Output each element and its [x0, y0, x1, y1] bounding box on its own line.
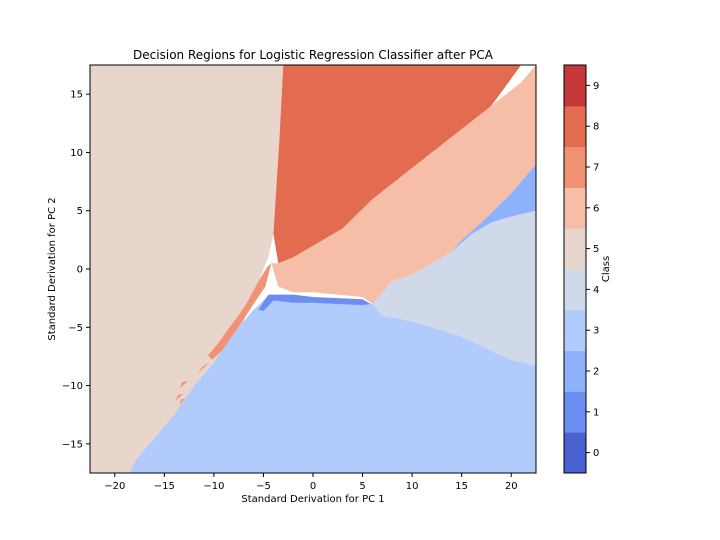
colorbar-tick-label: 3 — [593, 326, 599, 337]
region-class-6 — [271, 65, 536, 304]
colorbar-swatch-7 — [564, 146, 586, 188]
colorbar-ticks: 0 1 2 3 4 5 6 7 8 9 — [586, 81, 599, 459]
colorbar-tick-label: 0 — [593, 448, 599, 459]
region-class-1 — [258, 294, 371, 311]
y-tick-label: 10 — [70, 148, 83, 159]
region-class-4 — [372, 210, 536, 366]
y-axis-label: Standard Derivation for PC 2 — [47, 197, 58, 340]
colorbar-frame — [563, 64, 587, 474]
colorbar-swatch-6 — [564, 187, 586, 229]
x-tick-label: 15 — [455, 481, 468, 492]
x-tick-label: 5 — [359, 481, 365, 492]
colorbar-swatch-0 — [564, 432, 586, 474]
colorbar — [564, 65, 586, 474]
y-tick-label: 5 — [77, 206, 83, 217]
colorbar-tick-label: 6 — [593, 203, 599, 214]
decision-regions — [90, 65, 536, 473]
x-tick-label: −15 — [154, 481, 175, 492]
y-tick-label: 0 — [77, 265, 83, 276]
x-tick-label: 20 — [505, 481, 518, 492]
y-tick-label: −15 — [62, 439, 83, 450]
colorbar-swatch-3 — [564, 309, 586, 352]
colorbar-tick-label: 9 — [593, 81, 599, 92]
region-class-7 — [175, 393, 184, 401]
region-class-3 — [129, 295, 536, 473]
region-class-7 — [207, 263, 272, 360]
y-tick-label: −10 — [62, 381, 83, 392]
colorbar-swatch-2 — [564, 350, 586, 392]
colorbar-tick-label: 5 — [593, 244, 599, 255]
chart-title: Decision Regions for Logistic Regression… — [133, 48, 494, 62]
x-axis-label: Standard Derivation for PC 1 — [241, 494, 384, 505]
colorbar-swatch-8 — [564, 105, 586, 148]
region-class-5 — [90, 65, 284, 473]
y-axis-ticks: −15 −10 −5 0 5 10 15 — [62, 90, 90, 450]
colorbar-tick-label: 1 — [593, 407, 599, 418]
x-tick-label: 10 — [406, 481, 419, 492]
region-class-2 — [451, 164, 536, 252]
colorbar-swatch-1 — [564, 391, 586, 433]
colorbar-swatch-9 — [564, 65, 586, 107]
colorbar-tick-label: 2 — [593, 367, 599, 378]
colorbar-swatch-5 — [564, 228, 586, 270]
x-tick-label: −20 — [104, 481, 125, 492]
y-tick-label: −5 — [68, 323, 83, 334]
x-tick-label: 0 — [310, 481, 316, 492]
region-class-7 — [180, 380, 189, 388]
x-axis-ticks: −20 −15 −10 −5 0 5 10 15 20 — [104, 473, 518, 492]
region-class-7 — [179, 398, 186, 406]
region-class-8 — [273, 65, 522, 264]
colorbar-tick-label: 8 — [593, 122, 599, 133]
colorbar-tick-label: 4 — [593, 285, 599, 296]
colorbar-swatch-4 — [564, 269, 586, 311]
y-tick-label: 15 — [70, 90, 83, 101]
x-tick-label: −10 — [203, 481, 224, 492]
colorbar-label: Class — [601, 256, 612, 282]
x-tick-label: −5 — [256, 481, 271, 492]
colorbar-tick-label: 7 — [593, 163, 599, 174]
